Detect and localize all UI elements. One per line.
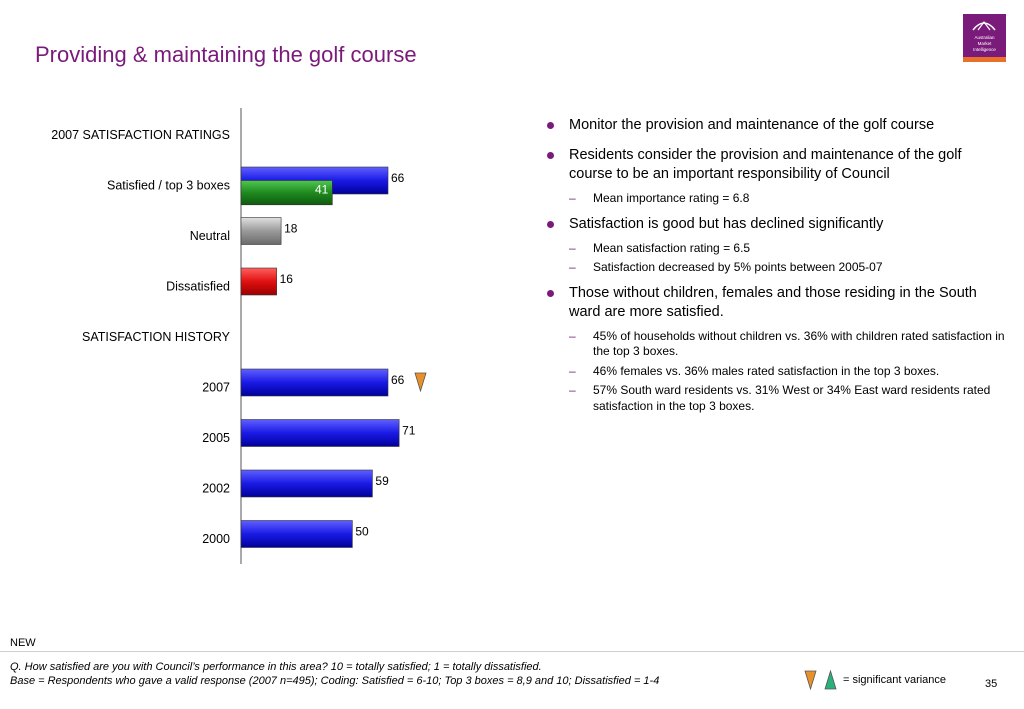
bar <box>240 217 282 245</box>
data-label: 16 <box>280 272 294 286</box>
sub-bullet-text: Mean satisfaction rating = 6.5 <box>593 240 751 255</box>
new-label: NEW <box>10 637 36 649</box>
bar <box>240 267 277 296</box>
section-heading: SATISFACTION HISTORY <box>82 330 231 344</box>
sub-bullet-item: – Satisfaction decreased by 5% points bet… <box>569 260 1005 276</box>
logo-text-1: Australian <box>974 35 995 40</box>
sub-bullet-text: Satisfaction decreased by 5% points betw… <box>593 260 883 274</box>
category-label: 2002 <box>202 482 230 496</box>
question-text: Q. How satisfied are you with Council’s … <box>10 661 542 673</box>
significance-legend: = significant variance <box>803 669 946 691</box>
bar <box>240 368 389 397</box>
logo-text-3: Intelligence <box>973 47 996 52</box>
sub-bullet-text: 57% South ward residents vs. 31% West or… <box>593 383 991 413</box>
bullet-text: Residents consider the provision and mai… <box>569 147 962 182</box>
category-label: 2005 <box>202 431 230 445</box>
overlay-bar <box>240 180 333 206</box>
dash-icon: – <box>569 260 576 274</box>
category-label: Neutral <box>190 229 230 243</box>
section-heading: 2007 SATISFACTION RATINGS <box>51 128 230 142</box>
base-text: Base = Respondents who gave a valid resp… <box>10 675 660 687</box>
legend-text: = significant variance <box>843 674 947 686</box>
bullet-text: Satisfaction is good but has declined si… <box>569 215 884 232</box>
data-label: 18 <box>284 222 298 236</box>
data-label: 66 <box>391 373 405 387</box>
sub-bullet-text: Mean importance rating = 6.8 <box>593 191 750 205</box>
sub-bullet-text: 46% females vs. 36% males rated satisfac… <box>593 363 940 378</box>
logo-text-2: Market <box>978 41 993 46</box>
sub-bullet-item: – Mean satisfaction rating = 6.5 <box>569 241 1005 257</box>
page-number: 35 <box>985 678 998 690</box>
commentary-bullets: Monitor the provision and maintenance of… <box>545 116 1005 422</box>
bar <box>240 419 400 447</box>
bullet-dot-icon <box>547 220 554 228</box>
bar <box>240 469 373 498</box>
dash-icon: – <box>569 240 576 255</box>
footer-notes: Q. How satisfied are you with Council’s … <box>10 660 659 688</box>
slide-title: Providing & maintaining the golf course <box>35 42 417 67</box>
data-label: 50 <box>355 525 369 539</box>
sub-bullet-item: – Mean importance rating = 6.8 <box>569 191 1005 207</box>
sub-bullet-item: – 57% South ward residents vs. 31% West o… <box>569 383 1005 414</box>
significance-triangle-icon <box>414 372 427 393</box>
sub-bullet-item: – 45% of households without children vs. … <box>569 329 1005 360</box>
category-label: 2000 <box>202 532 230 546</box>
data-label: 59 <box>375 474 389 488</box>
bullet-item: Those without children, females and thos… <box>545 284 1005 322</box>
bullet-item: Satisfaction is good but has declined si… <box>545 215 1005 234</box>
dash-icon: – <box>569 191 576 205</box>
data-label: 66 <box>391 171 405 185</box>
data-label: 71 <box>402 424 416 438</box>
overlay-data-label: 41 <box>315 183 329 197</box>
company-logo: Australian Market Intelligence <box>963 14 1006 62</box>
significance-triangles-icon <box>804 669 837 691</box>
bullet-text: Monitor the provision and maintenance of… <box>569 117 935 133</box>
dash-icon: – <box>569 383 576 397</box>
sub-bullet-item: – 46% females vs. 36% males rated satisfa… <box>569 364 1005 380</box>
category-label: Satisfied / top 3 boxes <box>107 179 230 193</box>
category-label: 2007 <box>202 381 230 395</box>
dash-icon: – <box>569 328 576 343</box>
bullet-dot-icon <box>547 289 554 297</box>
category-label: Dissatisfied <box>166 280 230 294</box>
bullet-dot-icon <box>547 152 554 159</box>
satisfaction-bar-chart: 2007 SATISFACTION RATINGS Satisfied / top… <box>51 108 427 564</box>
sub-bullet-text: 45% of households without children vs. 3… <box>593 328 1005 359</box>
bullet-item: Residents consider the provision and mai… <box>545 146 1005 184</box>
bar <box>240 520 353 548</box>
dash-icon: – <box>569 363 576 378</box>
bullet-item: Monitor the provision and maintenance of… <box>545 116 1005 135</box>
bullet-dot-icon <box>547 122 554 129</box>
bullet-text: Those without children, females and thos… <box>569 284 977 320</box>
footer-divider <box>0 651 1024 652</box>
